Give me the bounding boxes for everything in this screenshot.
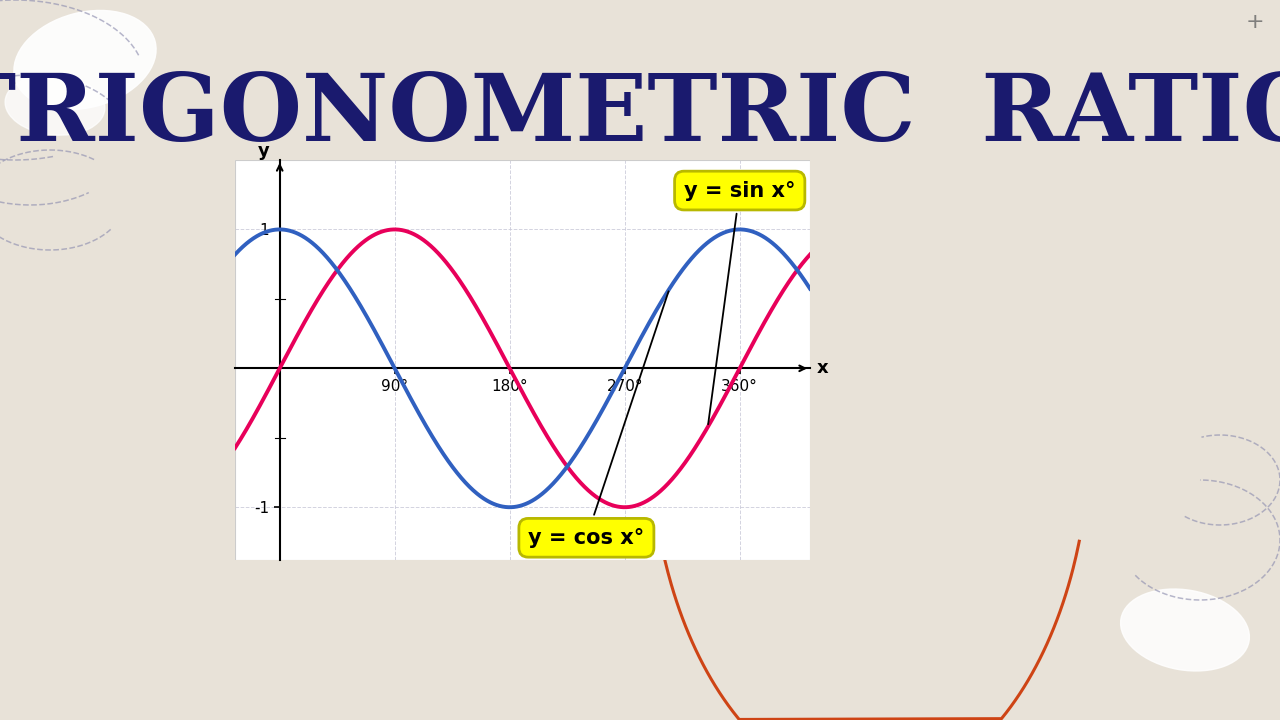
Ellipse shape xyxy=(14,10,156,109)
Text: TRIGONOMETRIC  RATIOS: TRIGONOMETRIC RATIOS xyxy=(0,70,1280,160)
Ellipse shape xyxy=(1120,589,1249,671)
Text: y = cos x°: y = cos x° xyxy=(529,292,668,548)
Text: x: x xyxy=(817,359,828,377)
Text: +: + xyxy=(1245,12,1265,32)
Bar xyxy=(236,160,810,560)
Text: y: y xyxy=(257,142,270,160)
Text: y = sin x°: y = sin x° xyxy=(684,181,795,424)
Ellipse shape xyxy=(5,75,105,135)
